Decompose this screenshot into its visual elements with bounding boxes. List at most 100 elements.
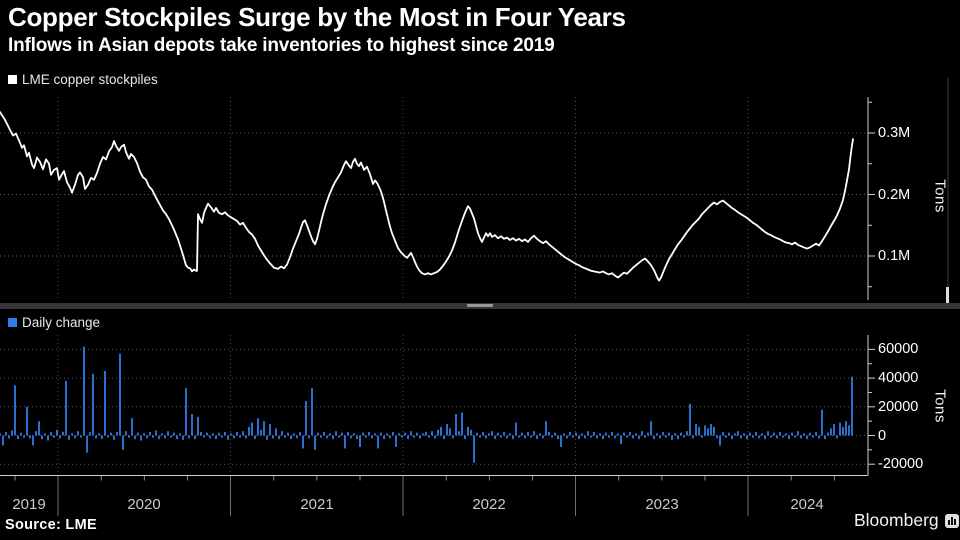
stockpiles-line: [0, 111, 854, 282]
daily-change-bar: [233, 435, 235, 439]
daily-change-bar: [752, 435, 754, 438]
daily-change-bar: [719, 435, 721, 446]
legend-stockpiles: LME copper stockpiles: [8, 72, 158, 87]
scrollbar-track[interactable]: [947, 78, 949, 302]
daily-change-bar: [194, 435, 196, 440]
daily-change-bar: [698, 426, 700, 436]
daily-change-ytick-label: 40000: [878, 370, 919, 387]
panel-divider-handle-icon[interactable]: [467, 304, 493, 307]
daily-change-bar: [803, 433, 805, 436]
daily-change-bar: [485, 435, 487, 439]
daily-change-bar: [251, 422, 253, 436]
daily-change-bar: [704, 425, 706, 436]
daily-change-bar: [284, 435, 286, 438]
daily-change-bar: [182, 435, 184, 440]
daily-change-bar: [716, 435, 718, 439]
daily-change-bar: [437, 429, 439, 436]
daily-change-bar: [314, 435, 316, 450]
daily-change-bar: [692, 435, 694, 439]
daily-change-bar: [824, 435, 826, 440]
daily-change-bar: [533, 431, 535, 436]
daily-change-bar: [536, 435, 538, 440]
scrollbar-thumb[interactable]: [946, 287, 949, 303]
daily-change-ytick-label: 20000: [878, 398, 919, 415]
daily-change-bar: [272, 435, 274, 439]
daily-change-bar: [686, 431, 688, 436]
daily-change-bar: [494, 435, 496, 440]
daily-change-bar: [647, 432, 649, 436]
daily-change-bar: [44, 433, 46, 436]
daily-change-bar: [2, 435, 4, 446]
daily-change-bar: [830, 428, 832, 436]
daily-change-bar: [707, 428, 709, 436]
stockpiles-ytick-label: 0.1M: [878, 248, 911, 264]
daily-change-bar: [587, 431, 589, 436]
daily-change-bar: [329, 433, 331, 436]
daily-change-bar: [20, 432, 22, 436]
daily-change-bar: [236, 431, 238, 436]
daily-change-legend-swatch-icon: [8, 318, 17, 327]
daily-change-bar: [152, 435, 154, 438]
daily-change-bar: [200, 431, 202, 436]
daily-change-bar: [734, 433, 736, 436]
daily-change-bar: [479, 435, 481, 438]
daily-change-bar: [143, 433, 145, 436]
daily-change-bar: [758, 435, 760, 439]
daily-change-bar: [455, 413, 457, 436]
daily-change-bar: [524, 435, 526, 439]
daily-change-bar: [611, 431, 613, 436]
daily-change-bar: [848, 425, 850, 436]
daily-change-bar: [26, 406, 28, 436]
daily-change-bar: [197, 416, 199, 436]
daily-change-bar: [311, 388, 313, 436]
daily-change-bar: [623, 432, 625, 436]
daily-change-bar: [359, 435, 361, 447]
daily-change-bar: [482, 431, 484, 436]
daily-change-bar: [458, 431, 460, 436]
daily-change-bar: [104, 370, 106, 436]
daily-change-bar: [518, 435, 520, 438]
daily-change-bar: [167, 431, 169, 436]
daily-change-bar: [590, 435, 592, 438]
daily-change-legend-label: Daily change: [22, 315, 101, 330]
daily-change-bar: [221, 435, 223, 438]
daily-change-bar: [443, 435, 445, 440]
daily-change-bar: [74, 435, 76, 439]
daily-change-bar: [815, 431, 817, 436]
daily-change-bar: [506, 435, 508, 439]
daily-change-bar: [56, 429, 58, 436]
daily-change-bar: [92, 373, 94, 436]
daily-change-bar: [569, 431, 571, 436]
daily-change-bar: [779, 431, 781, 436]
daily-change-bar: [398, 433, 400, 436]
daily-change-bar: [125, 431, 127, 436]
daily-change-bar: [356, 435, 358, 440]
daily-change-bar: [122, 435, 124, 450]
daily-change-bar: [302, 435, 304, 449]
daily-change-bar: [146, 435, 148, 439]
daily-change-bar: [710, 424, 712, 436]
daily-change-bar: [731, 435, 733, 440]
daily-change-bar: [386, 433, 388, 436]
daily-change-bar: [581, 433, 583, 436]
daily-change-bar: [47, 435, 49, 441]
daily-change-bar: [65, 380, 67, 436]
daily-change-bar: [800, 435, 802, 439]
daily-change-bar: [782, 435, 784, 438]
year-label-2019: 2019: [12, 496, 46, 513]
daily-change-bar: [653, 435, 655, 440]
daily-change-bar: [416, 432, 418, 436]
daily-change-bar: [281, 431, 283, 436]
daily-change-bar: [287, 432, 289, 436]
year-label-2021: 2021: [300, 496, 334, 513]
stockpiles-ytick-label: 0.3M: [878, 125, 911, 141]
daily-change-bar: [365, 435, 367, 438]
panel-divider[interactable]: [0, 303, 960, 309]
daily-change-bar: [209, 435, 211, 439]
daily-change-bar: [671, 435, 673, 440]
daily-change-bar: [305, 401, 307, 436]
daily-change-bar: [362, 432, 364, 436]
daily-change-bar: [347, 431, 349, 436]
daily-change-bar: [608, 435, 610, 438]
daily-change-bar: [170, 435, 172, 438]
